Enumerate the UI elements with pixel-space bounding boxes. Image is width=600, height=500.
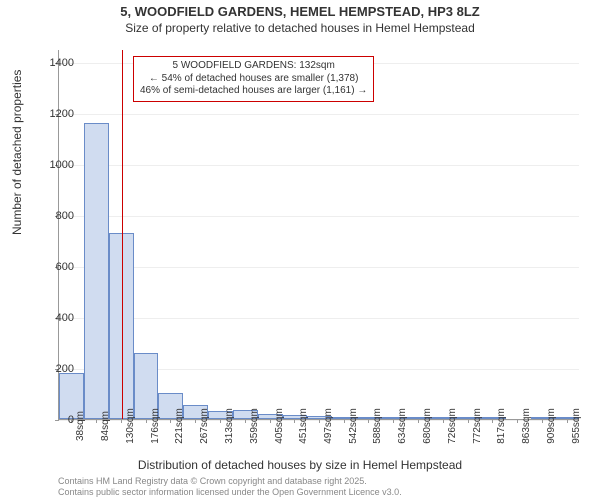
- chart-footer: Contains HM Land Registry data © Crown c…: [58, 476, 402, 498]
- xtick-label: 588sqm: [372, 408, 383, 444]
- gridline: [59, 114, 579, 115]
- xtick-label: 634sqm: [397, 408, 408, 444]
- xtick-label: 955sqm: [571, 408, 582, 444]
- reference-line: [122, 50, 123, 419]
- xtick-mark: [393, 419, 394, 423]
- gridline: [59, 216, 579, 217]
- xtick-mark: [517, 419, 518, 423]
- xtick-label: 726sqm: [447, 408, 458, 444]
- xtick-label: 909sqm: [546, 408, 557, 444]
- xtick-label: 38sqm: [75, 411, 86, 441]
- histogram-bar: [109, 233, 134, 419]
- xtick-mark: [468, 419, 469, 423]
- xtick-label: 451sqm: [298, 408, 309, 444]
- xtick-label: 313sqm: [224, 408, 235, 444]
- chart-container: 38sqm84sqm130sqm176sqm221sqm267sqm313sqm…: [58, 50, 578, 420]
- xtick-label: 863sqm: [521, 408, 532, 444]
- annotation-box: 5 WOODFIELD GARDENS: 132sqm ← 54% of det…: [133, 56, 374, 102]
- xtick-mark: [567, 419, 568, 423]
- ytick-label: 0: [34, 414, 74, 426]
- xtick-label: 772sqm: [472, 408, 483, 444]
- ytick-label: 600: [34, 261, 74, 273]
- xtick-mark: [294, 419, 295, 423]
- chart-title-area: 5, WOODFIELD GARDENS, HEMEL HEMPSTEAD, H…: [0, 4, 600, 35]
- ytick-label: 1000: [34, 159, 74, 171]
- xtick-mark: [418, 419, 419, 423]
- gridline: [59, 267, 579, 268]
- ytick-label: 1200: [34, 108, 74, 120]
- annotation-line2: ← 54% of detached houses are smaller (1,…: [140, 73, 367, 86]
- xtick-mark: [344, 419, 345, 423]
- xtick-mark: [245, 419, 246, 423]
- xtick-label: 176sqm: [150, 408, 161, 444]
- xtick-label: 680sqm: [422, 408, 433, 444]
- xtick-mark: [443, 419, 444, 423]
- xtick-label: 359sqm: [249, 408, 260, 444]
- xtick-mark: [96, 419, 97, 423]
- xtick-mark: [368, 419, 369, 423]
- xtick-label: 267sqm: [199, 408, 210, 444]
- xtick-mark: [146, 419, 147, 423]
- gridline: [59, 318, 579, 319]
- footer-line1: Contains HM Land Registry data © Crown c…: [58, 476, 402, 487]
- ytick-label: 200: [34, 363, 74, 375]
- xtick-label: 817sqm: [496, 408, 507, 444]
- x-axis-label: Distribution of detached houses by size …: [0, 458, 600, 472]
- ytick-label: 400: [34, 312, 74, 324]
- chart-title-sub: Size of property relative to detached ho…: [0, 21, 600, 35]
- xtick-label: 497sqm: [323, 408, 334, 444]
- y-axis-label: Number of detached properties: [10, 70, 24, 235]
- xtick-label: 405sqm: [274, 408, 285, 444]
- footer-line2: Contains public sector information licen…: [58, 487, 402, 498]
- annotation-line3: 46% of semi-detached houses are larger (…: [140, 85, 367, 98]
- chart-title-main: 5, WOODFIELD GARDENS, HEMEL HEMPSTEAD, H…: [0, 4, 600, 19]
- gridline: [59, 165, 579, 166]
- xtick-mark: [270, 419, 271, 423]
- xtick-label: 221sqm: [174, 408, 185, 444]
- xtick-mark: [170, 419, 171, 423]
- plot-area: 38sqm84sqm130sqm176sqm221sqm267sqm313sqm…: [58, 50, 578, 420]
- xtick-mark: [195, 419, 196, 423]
- xtick-mark: [492, 419, 493, 423]
- ytick-label: 800: [34, 210, 74, 222]
- xtick-label: 130sqm: [125, 408, 136, 444]
- xtick-label: 84sqm: [100, 411, 111, 441]
- xtick-mark: [220, 419, 221, 423]
- xtick-mark: [319, 419, 320, 423]
- ytick-label: 1400: [34, 57, 74, 69]
- annotation-line1: 5 WOODFIELD GARDENS: 132sqm: [140, 60, 367, 73]
- histogram-bar: [84, 123, 109, 419]
- xtick-label: 542sqm: [348, 408, 359, 444]
- xtick-mark: [121, 419, 122, 423]
- xtick-mark: [542, 419, 543, 423]
